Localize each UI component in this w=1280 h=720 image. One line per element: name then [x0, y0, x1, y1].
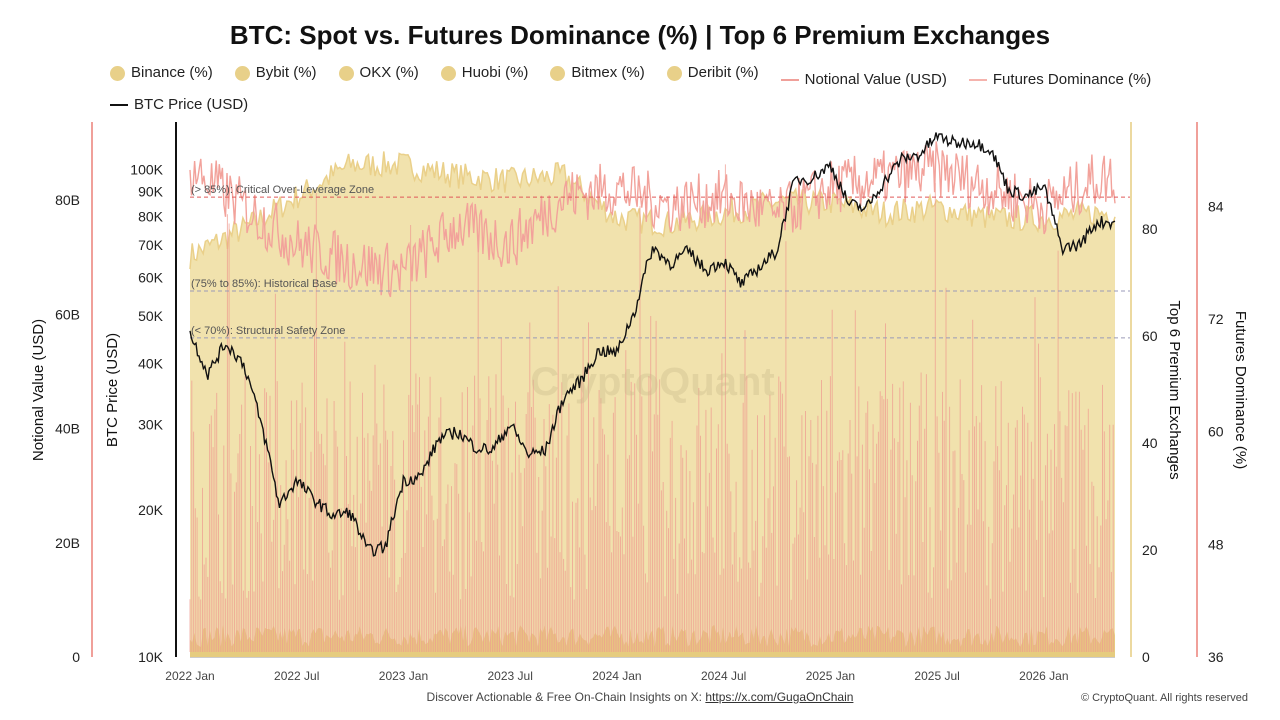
legend-label: Notional Value (USD) — [804, 70, 947, 88]
price-tick: 90K — [138, 184, 164, 200]
legend-label: Bybit (%) — [255, 64, 317, 81]
exchanges-tick: 80 — [1142, 221, 1158, 237]
notional-tick: 80B — [55, 192, 80, 208]
x-tick: 2023 Jul — [488, 669, 533, 683]
notional-tick: 40B — [55, 421, 80, 437]
watermark: CryptoQuant — [530, 360, 774, 404]
exchanges-area-top — [189, 151, 1116, 270]
legend-label: OKX (%) — [359, 64, 419, 81]
legend-item-4[interactable]: Bitmex (%) — [550, 62, 645, 84]
copyright: © CryptoQuant. All rights reserved — [1080, 692, 1248, 704]
btc-price-line — [189, 132, 1116, 557]
legend-swatch — [780, 78, 799, 81]
x-tick: 2026 Jan — [1019, 669, 1068, 683]
legend-item-5[interactable]: Deribit (%) — [666, 62, 759, 84]
chart-title: BTC: Spot vs. Futures Dominance (%) | To… — [229, 20, 1051, 50]
price-tick: 20K — [138, 502, 164, 518]
futures-dominance-line — [189, 141, 1116, 298]
dominance-tick: 72 — [1208, 311, 1224, 327]
legend-swatch — [968, 78, 987, 81]
exchanges-tick: 0 — [1142, 649, 1150, 665]
legend-item-3[interactable]: Huobi (%) — [440, 62, 529, 84]
legend-swatch — [550, 65, 566, 81]
legend-swatch — [110, 65, 125, 81]
zone-label-0: (> 85%): Critical Over-Leverage Zone — [191, 184, 374, 196]
legend-swatch — [666, 65, 682, 81]
legend-swatch — [234, 65, 250, 81]
price-tick: 80K — [138, 209, 164, 225]
legend-label: Deribit (%) — [687, 64, 759, 81]
x-tick: 2022 Jan — [165, 669, 214, 683]
legend-item-1[interactable]: Bybit (%) — [234, 62, 317, 84]
x-tick: 2024 Jan — [592, 669, 641, 683]
notional-tick: 60B — [55, 306, 80, 322]
legend-label: Futures Dominance (%) — [992, 70, 1152, 88]
x-tick: 2024 Jul — [701, 669, 746, 683]
legend-item-2[interactable]: OKX (%) — [338, 62, 419, 84]
legend-item-0[interactable]: Binance (%) — [110, 62, 213, 84]
notional-axis-title: Notional Value (USD) — [30, 319, 47, 461]
price-tick: 100K — [130, 161, 163, 177]
price-tick: 60K — [138, 269, 164, 285]
price-tick: 10K — [138, 649, 164, 665]
notional-tick: 20B — [55, 535, 80, 551]
x-tick: 2022 Jul — [274, 669, 319, 683]
legend-label: Bitmex (%) — [571, 64, 645, 81]
legend-swatch — [338, 65, 354, 81]
dominance-tick: 48 — [1208, 536, 1224, 552]
price-axis-title: BTC Price (USD) — [104, 333, 121, 447]
exchanges-tick: 40 — [1142, 435, 1158, 451]
price-tick: 40K — [138, 355, 164, 371]
dominance-axis-title: Futures Dominance (%) — [1232, 311, 1249, 469]
legend-item-8[interactable]: BTC Price (USD) — [110, 94, 248, 116]
legend-label: BTC Price (USD) — [134, 95, 249, 113]
zone-label-2: (< 70%): Structural Safety Zone — [191, 325, 345, 337]
exchanges-tick: 60 — [1142, 328, 1158, 344]
legend-swatch — [440, 65, 456, 81]
legend-label: Huobi (%) — [461, 64, 529, 81]
dominance-tick: 36 — [1208, 649, 1224, 665]
x-tick: 2025 Jul — [914, 669, 959, 683]
legend-item-7[interactable]: Futures Dominance (%) — [968, 69, 1152, 91]
price-tick: 70K — [138, 237, 164, 253]
dominance-tick: 60 — [1208, 424, 1224, 440]
footer-link[interactable]: https://x.com/GugaOnChain — [705, 690, 854, 704]
legend-label: Binance (%) — [131, 64, 213, 81]
footer: Discover Actionable & Free On-Chain Insi… — [0, 690, 1280, 704]
notional-tick: 0 — [72, 649, 80, 665]
legend-swatch — [110, 103, 128, 106]
legend: Binance (%) Bybit (%) OKX (%) Huobi (%) Bitm… — [110, 62, 1190, 116]
x-tick: 2025 Jan — [806, 669, 855, 683]
legend-item-6[interactable]: Notional Value (USD) — [780, 69, 947, 91]
exchanges-tick: 20 — [1142, 542, 1158, 558]
footer-text: Discover Actionable & Free On-Chain Insi… — [426, 690, 706, 704]
exchanges-axis-title: Top 6 Premium Exchanges — [1166, 300, 1183, 479]
price-tick: 30K — [138, 416, 164, 432]
x-tick: 2023 Jan — [379, 669, 428, 683]
dominance-tick: 84 — [1208, 198, 1224, 214]
price-tick: 50K — [138, 308, 164, 324]
zone-label-1: (75% to 85%): Historical Base — [191, 278, 337, 290]
